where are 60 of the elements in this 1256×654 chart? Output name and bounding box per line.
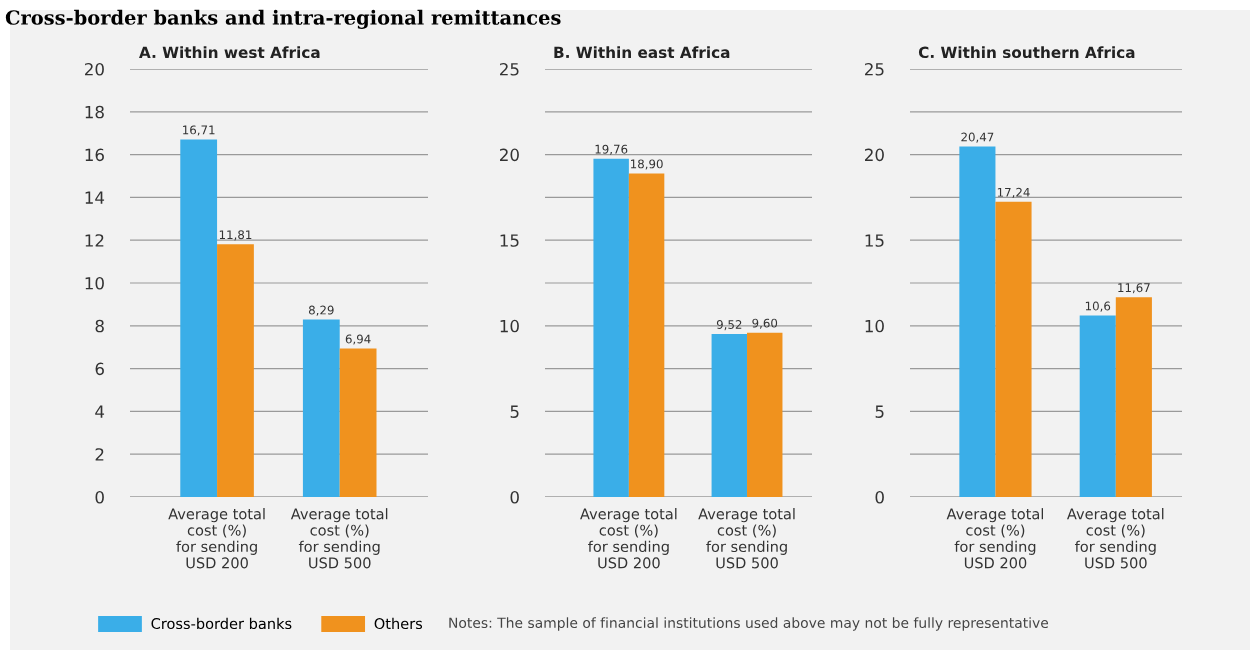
legend-label: Cross-border banks xyxy=(151,617,292,630)
data-label: 20,47 xyxy=(961,132,994,143)
bar xyxy=(593,158,629,497)
bar xyxy=(628,173,665,497)
legend-label: Others xyxy=(374,617,423,630)
data-label: 16,71 xyxy=(183,125,215,136)
bar xyxy=(1115,297,1152,497)
y-tick-label: 10 xyxy=(500,319,519,333)
y-tick-label: 8 xyxy=(95,319,104,333)
y-tick-label: 20 xyxy=(865,148,884,162)
bar xyxy=(995,201,1032,497)
y-tick-label: 6 xyxy=(95,362,104,376)
data-label: 8,29 xyxy=(308,305,334,316)
chart-title: A. Within west Africa xyxy=(139,46,320,59)
data-label: 17,24 xyxy=(997,187,1030,198)
x-tick-label: Average total cost (%) for sending USD 500 xyxy=(1066,508,1164,569)
data-label: 19,76 xyxy=(595,144,628,155)
data-label: 11,67 xyxy=(1118,283,1150,294)
y-tick-label: 20 xyxy=(85,62,104,76)
y-tick-label: 15 xyxy=(865,234,884,247)
x-tick-label: Average total cost (%) for sending USD 200 xyxy=(168,508,265,569)
bar xyxy=(747,332,783,497)
y-tick-label: 10 xyxy=(85,276,104,290)
y-tick-label: 25 xyxy=(865,62,884,76)
data-label: 11,81 xyxy=(219,230,252,241)
y-tick-label: 5 xyxy=(510,405,519,418)
y-tick-label: 4 xyxy=(95,405,105,418)
x-tick-label: Average total cost (%) for sending USD 500 xyxy=(290,508,388,569)
y-tick-label: 14 xyxy=(85,191,105,204)
bar xyxy=(1079,315,1116,497)
bar xyxy=(339,348,377,497)
data-label: 18,90 xyxy=(631,159,663,170)
data-label: 6,94 xyxy=(345,334,371,345)
text: Cross-border banks and intra-regional remittances xyxy=(5,9,561,29)
x-tick-label: Average total cost (%) for sending USD 200 xyxy=(580,508,677,569)
bar xyxy=(959,146,996,497)
chart-title: C. Within southern Africa xyxy=(918,46,1135,59)
bar xyxy=(302,319,340,497)
data-label: 9,60 xyxy=(752,318,778,329)
bar xyxy=(711,334,748,497)
y-tick-label: 0 xyxy=(95,490,104,504)
y-tick-label: 16 xyxy=(85,148,104,162)
y-tick-label: 0 xyxy=(510,490,519,504)
y-tick-label: 15 xyxy=(500,234,519,247)
y-tick-label: 18 xyxy=(85,105,104,119)
data-label: 9,52 xyxy=(716,320,742,331)
x-tick-label: Average total cost (%) for sending USD 500 xyxy=(698,508,795,569)
y-tick-label: 25 xyxy=(500,62,519,76)
bar xyxy=(217,244,254,497)
chart-title: B. Within east Africa xyxy=(554,46,730,59)
y-tick-label: 12 xyxy=(85,234,104,247)
y-tick-label: 20 xyxy=(500,148,519,162)
y-tick-label: 0 xyxy=(875,490,884,504)
bar xyxy=(180,139,218,497)
y-tick-label: 2 xyxy=(95,448,104,461)
y-tick-label: 10 xyxy=(865,319,884,333)
data-label: 10,6 xyxy=(1085,301,1111,312)
y-tick-label: 5 xyxy=(875,405,884,418)
text: Notes: The sample of financial institutions used above may not be fully representative xyxy=(449,617,1049,631)
x-tick-label: Average total cost (%) for sending USD 200 xyxy=(946,508,1044,569)
